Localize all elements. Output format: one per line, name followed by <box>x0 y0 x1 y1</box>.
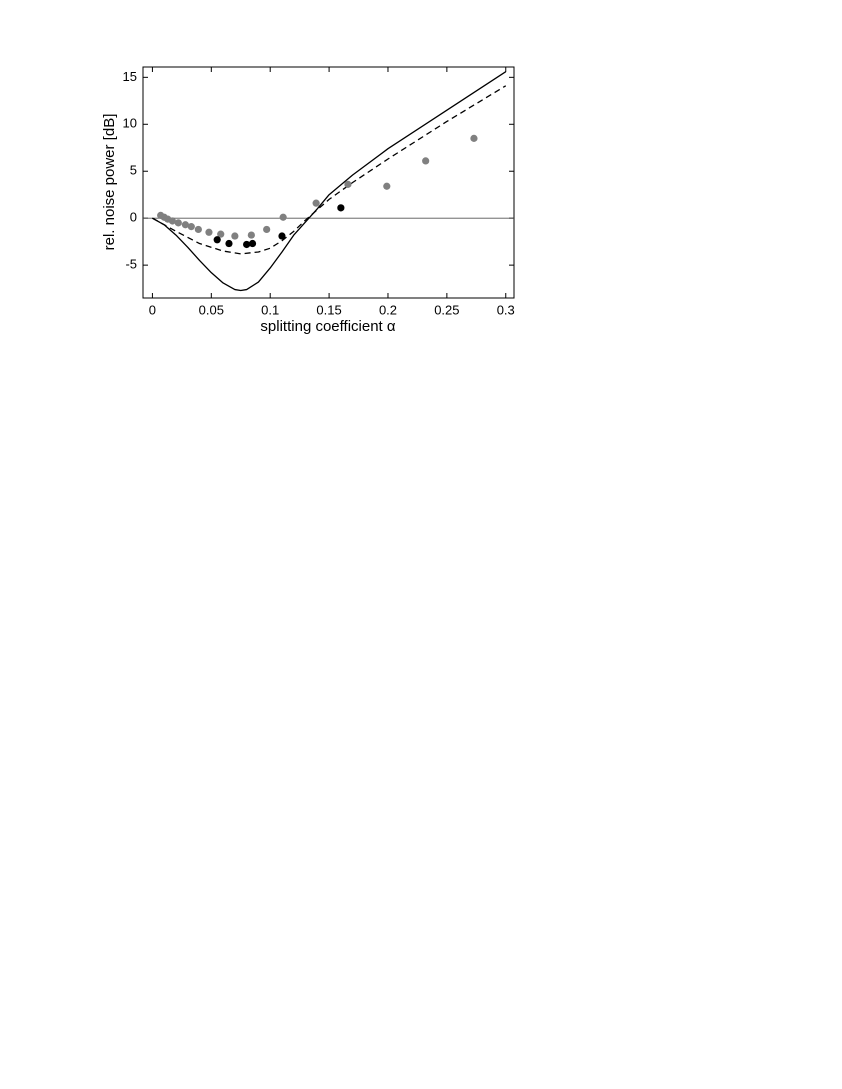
y-axis-title: rel. noise power [dB] <box>101 114 118 251</box>
data-point <box>174 219 182 227</box>
y-tick-label: 15 <box>123 69 137 84</box>
data-point <box>181 221 189 229</box>
x-tick-label: 0.3 <box>497 302 515 317</box>
data-point <box>383 182 391 190</box>
y-tick-label: 5 <box>130 163 137 178</box>
x-axis-title: splitting coefficient α <box>260 318 395 335</box>
curve <box>152 71 507 292</box>
data-point <box>279 213 287 221</box>
x-tick-label: 0.05 <box>199 302 224 317</box>
data-point <box>248 239 257 248</box>
y-tick-label: 0 <box>130 210 137 225</box>
x-tick-label: 0.1 <box>261 302 279 317</box>
data-point <box>187 223 195 231</box>
x-tick-label: 0.25 <box>434 302 459 317</box>
x-tick-label: 0 <box>149 302 156 317</box>
x-tick-label: 0.15 <box>316 302 341 317</box>
data-point <box>278 232 286 240</box>
data-point <box>263 225 271 234</box>
data-point <box>225 239 233 248</box>
y-tick-label: -5 <box>125 257 137 272</box>
x-tick-label: 0.2 <box>379 302 397 317</box>
curve <box>152 85 507 255</box>
data-point <box>243 240 251 249</box>
data-point <box>422 157 430 165</box>
data-point <box>217 230 225 238</box>
data-point <box>194 225 202 234</box>
plot-frame <box>142 66 515 299</box>
data-point <box>205 228 213 236</box>
data-point <box>312 199 320 207</box>
data-point <box>231 232 239 240</box>
y-tick-label: 10 <box>123 116 137 131</box>
data-point <box>337 204 345 212</box>
data-point <box>168 217 177 225</box>
data-point <box>247 231 255 239</box>
data-point <box>344 180 352 188</box>
data-point <box>213 236 221 244</box>
data-point <box>470 134 478 142</box>
